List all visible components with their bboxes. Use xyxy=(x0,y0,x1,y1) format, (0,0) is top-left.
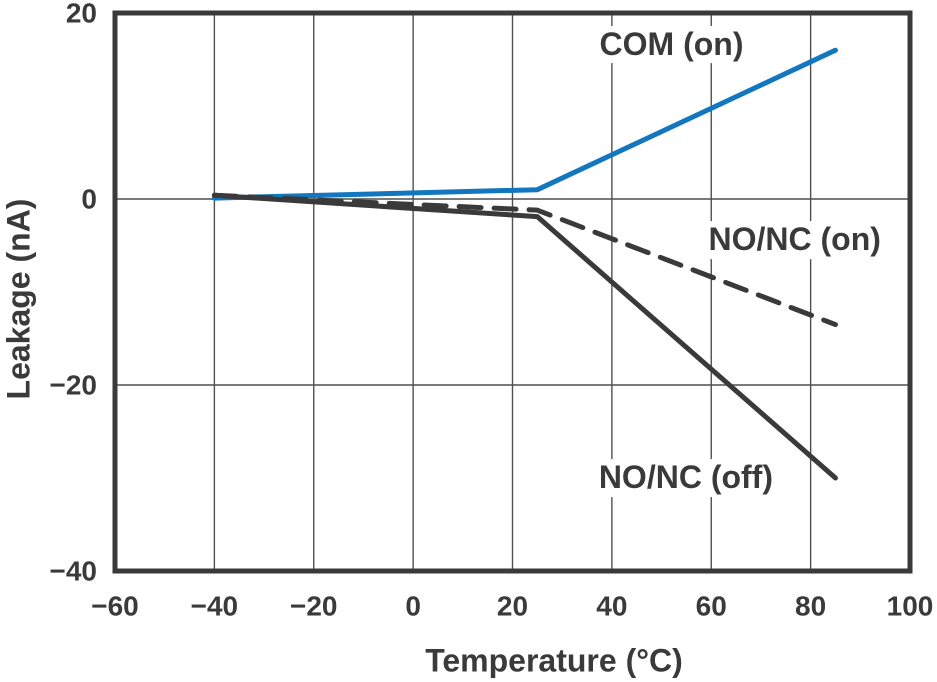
series-label-no-nc-off: NO/NC (off) xyxy=(591,459,780,497)
x-tick-label: −20 xyxy=(290,591,338,622)
x-tick-label: −40 xyxy=(191,591,239,622)
x-tick-label: −60 xyxy=(91,591,139,622)
x-axis-title: Temperature (°C) xyxy=(425,642,683,679)
plot-border xyxy=(112,10,913,574)
y-axis-title: Leakage (nA) xyxy=(0,198,37,400)
x-tick-label: 80 xyxy=(795,591,826,622)
y-tick-label: −40 xyxy=(50,556,98,587)
x-tick-label: 40 xyxy=(596,591,627,622)
series-label-no-nc-on: NO/NC (on) xyxy=(701,220,888,259)
x-tick-label: 100 xyxy=(887,591,934,622)
y-tick-label: 0 xyxy=(81,184,97,215)
y-tick-label: 20 xyxy=(66,0,97,29)
x-tick-label: 0 xyxy=(405,591,421,622)
x-tick-label: 20 xyxy=(497,591,528,622)
series-line-com-on xyxy=(211,47,838,201)
series-label-com-on: COM (on) xyxy=(592,25,751,64)
x-tick-label: 60 xyxy=(696,591,727,622)
series-line-no-nc-on xyxy=(211,192,838,328)
y-tick-label: −20 xyxy=(50,370,98,401)
